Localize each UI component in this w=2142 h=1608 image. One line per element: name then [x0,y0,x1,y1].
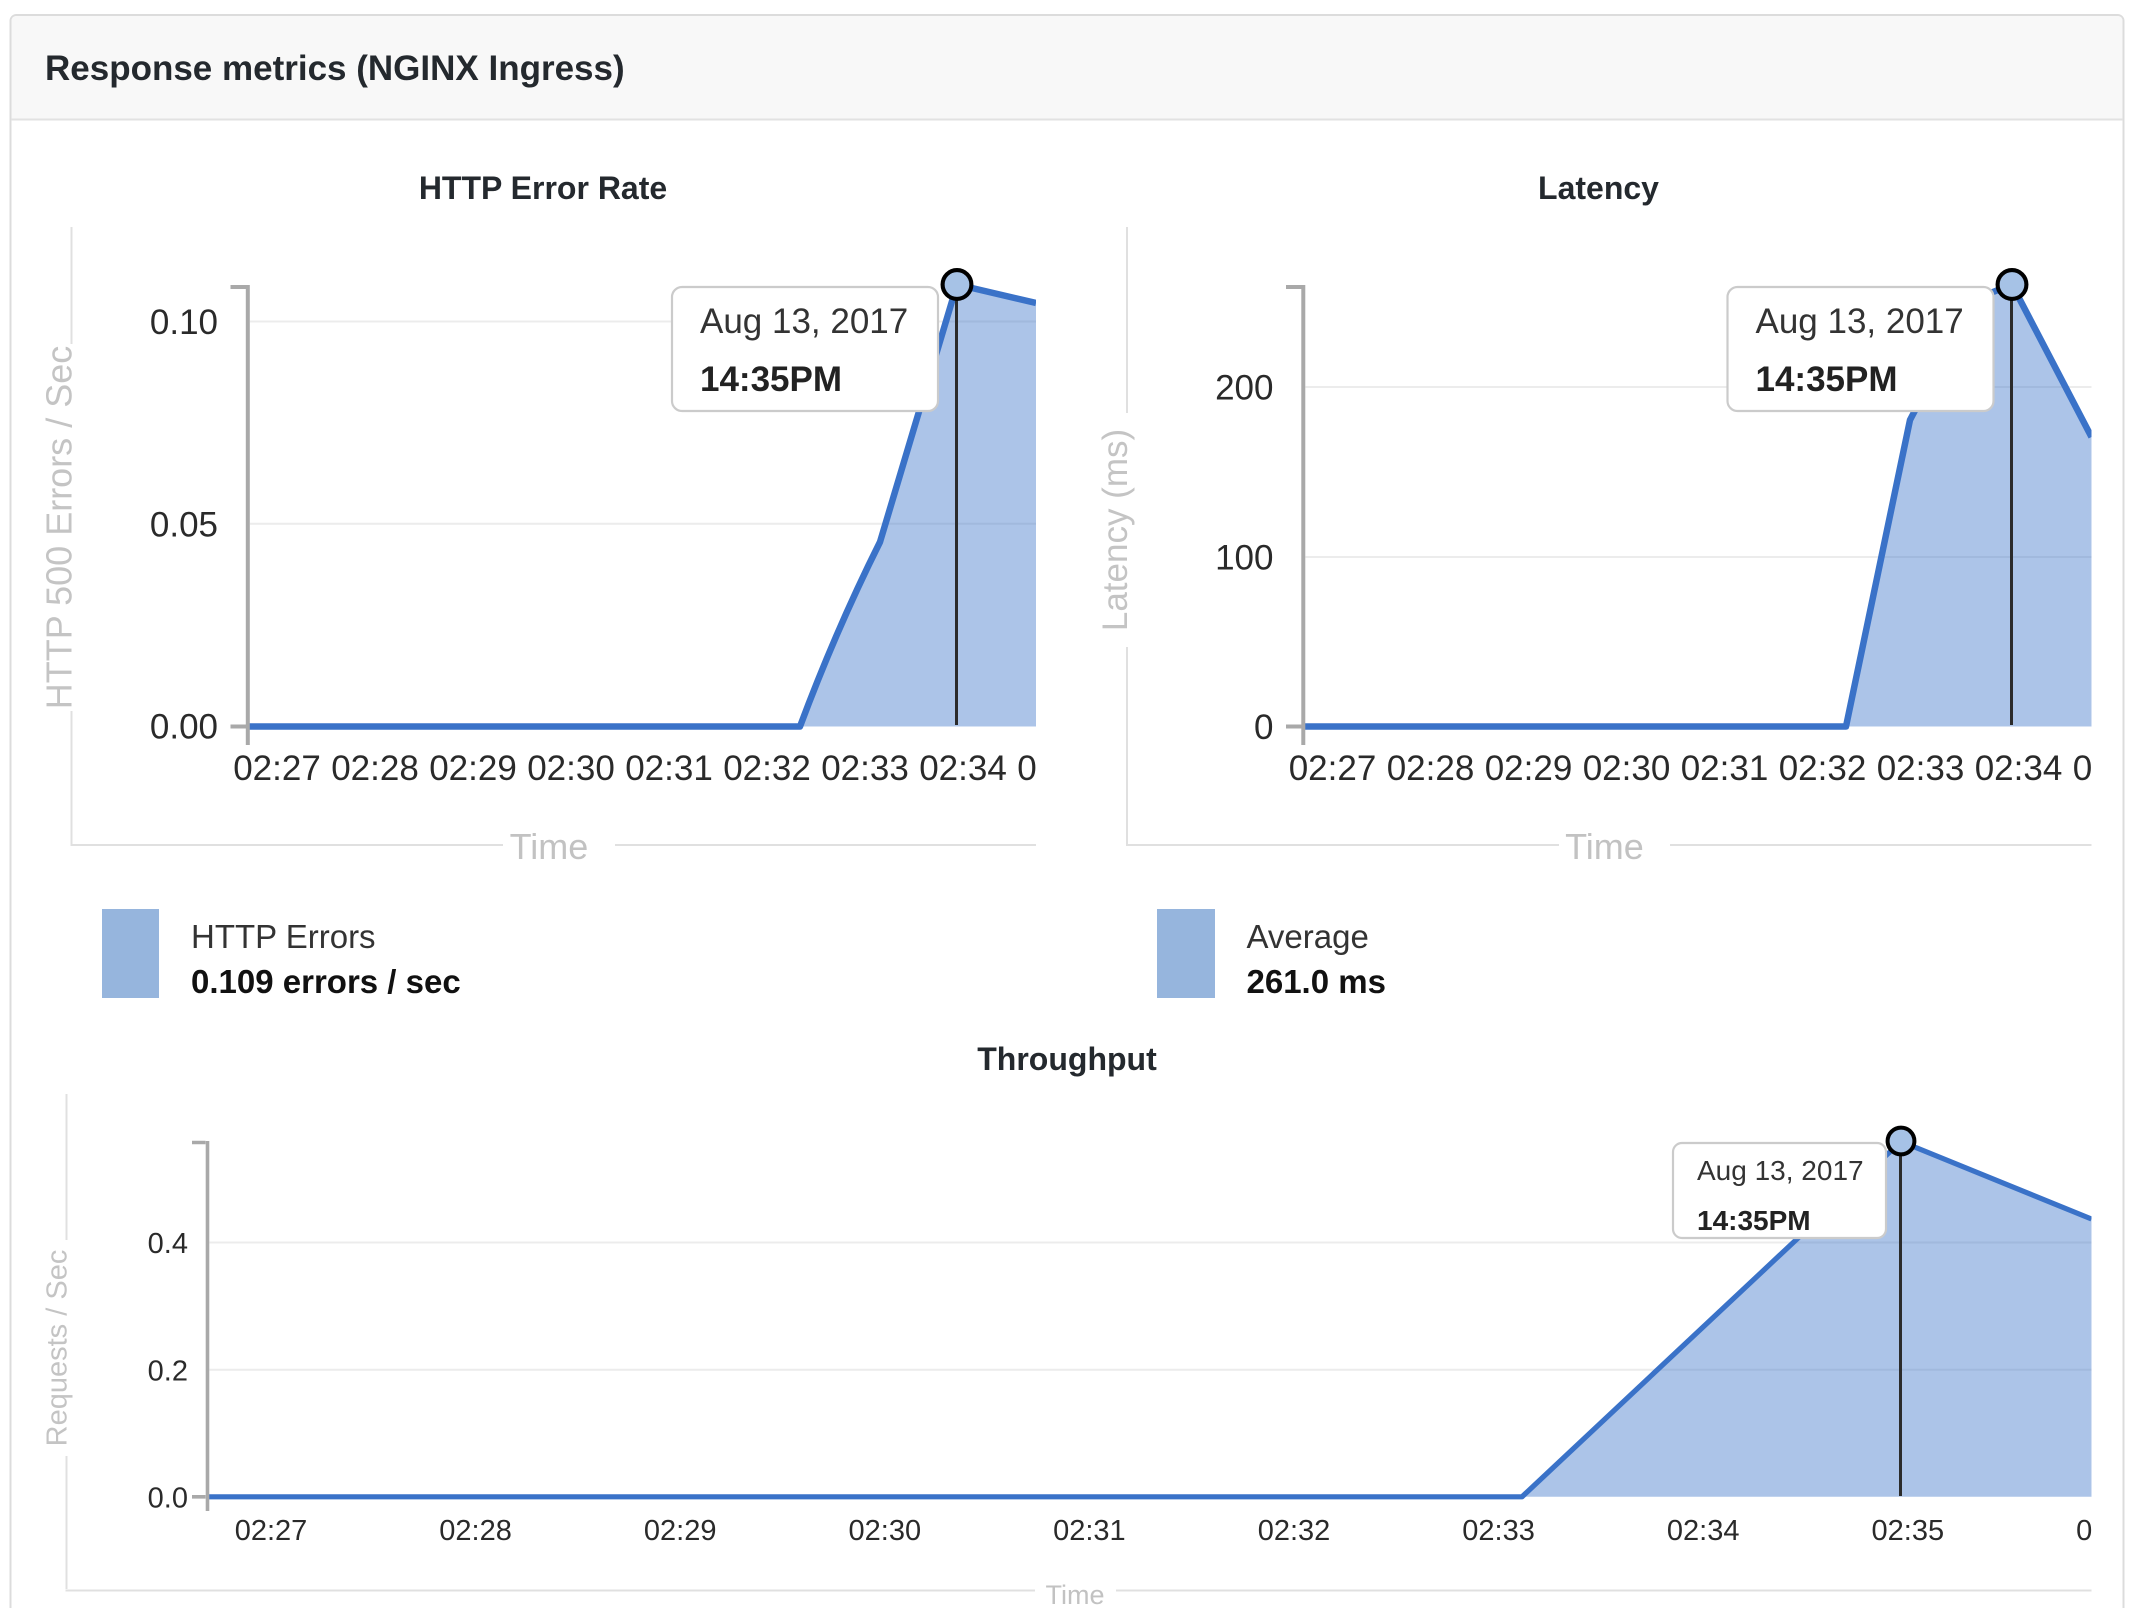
svg-text:0.05: 0.05 [150,505,218,544]
svg-text:Requests / Sec: Requests / Sec [42,1250,74,1447]
svg-text:02:32: 02:32 [723,749,811,788]
svg-text:Aug 13, 2017: Aug 13, 2017 [1697,1155,1864,1186]
svg-text:02:29: 02:29 [644,1515,717,1547]
svg-text:02:28: 02:28 [331,749,419,788]
svg-text:0.2: 0.2 [148,1355,188,1387]
svg-text:02:32: 02:32 [1779,749,1867,788]
svg-text:Latency: Latency [1538,170,1659,206]
svg-text:02:33: 02:33 [1877,749,1965,788]
svg-text:0.00: 0.00 [150,708,218,747]
svg-text:02:34: 02:34 [1975,749,2063,788]
svg-text:02:31: 02:31 [1681,749,1769,788]
svg-text:02:30: 02:30 [849,1515,922,1547]
svg-text:02:32: 02:32 [1258,1515,1331,1547]
svg-text:Time: Time [510,826,589,867]
svg-text:02:34: 02:34 [919,749,1007,788]
svg-text:100: 100 [1215,539,1273,578]
svg-text:HTTP 500 Errors / Sec: HTTP 500 Errors / Sec [39,346,80,709]
svg-text:02:30: 02:30 [1583,749,1671,788]
svg-text:02:28: 02:28 [1387,749,1475,788]
svg-text:02:33: 02:33 [1462,1515,1535,1547]
svg-text:02:30: 02:30 [527,749,615,788]
svg-text:14:35PM: 14:35PM [1697,1205,1811,1236]
svg-text:Time: Time [1565,826,1644,867]
svg-text:200: 200 [1215,369,1273,408]
svg-text:02:36: 02:36 [2076,1515,2142,1547]
svg-text:Throughput: Throughput [977,1041,1157,1077]
svg-text:02:35: 02:35 [1872,1515,1945,1547]
svg-text:Latency (ms): Latency (ms) [1096,429,1135,631]
svg-text:Time: Time [1046,1580,1105,1608]
svg-text:Aug 13, 2017: Aug 13, 2017 [1756,302,1964,341]
svg-text:Aug 13, 2017: Aug 13, 2017 [700,302,908,341]
svg-text:02:35: 02:35 [1017,749,1105,788]
svg-text:02:31: 02:31 [1053,1515,1126,1547]
svg-text:Average: Average [1247,918,1369,955]
svg-text:0.4: 0.4 [148,1228,188,1260]
svg-text:02:28: 02:28 [439,1515,512,1547]
svg-text:02:27: 02:27 [235,1515,308,1547]
svg-text:0: 0 [1254,708,1273,747]
svg-text:HTTP Error Rate: HTTP Error Rate [419,170,667,206]
svg-text:02:33: 02:33 [821,749,909,788]
svg-text:02:29: 02:29 [429,749,517,788]
svg-text:14:35PM: 14:35PM [700,360,842,399]
svg-text:02:34: 02:34 [1667,1515,1740,1547]
svg-text:02:29: 02:29 [1485,749,1573,788]
svg-text:14:35PM: 14:35PM [1756,360,1898,399]
svg-text:02:27: 02:27 [1289,749,1377,788]
svg-text:02:27: 02:27 [233,749,321,788]
svg-text:Response metrics (NGINX Ingres: Response metrics (NGINX Ingress) [45,49,625,88]
svg-text:0.109 errors / sec: 0.109 errors / sec [191,963,461,1000]
svg-text:HTTP Errors: HTTP Errors [191,918,376,955]
svg-text:0.0: 0.0 [148,1482,188,1514]
svg-text:0.10: 0.10 [150,303,218,342]
svg-text:261.0 ms: 261.0 ms [1247,963,1386,1000]
svg-text:02:31: 02:31 [625,749,713,788]
svg-text:02:35: 02:35 [2073,749,2142,788]
